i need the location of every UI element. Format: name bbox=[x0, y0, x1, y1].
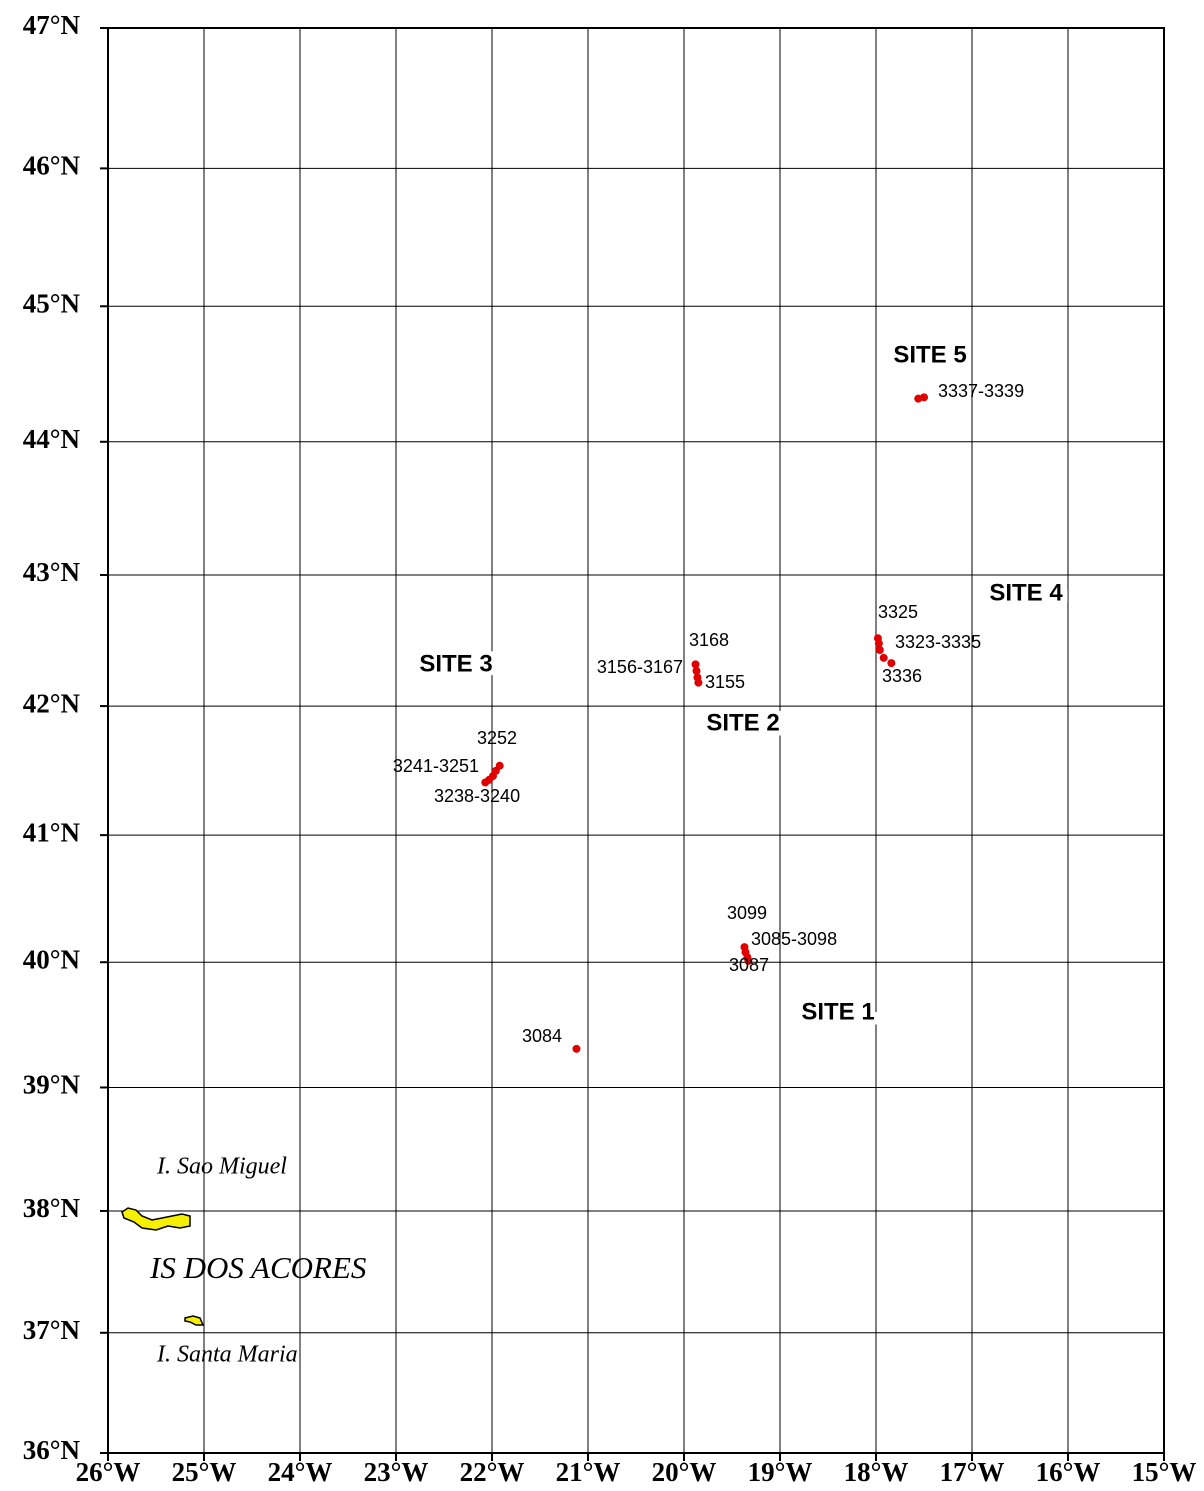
station-label: 3325 bbox=[878, 602, 918, 622]
station-label: 3238-3240 bbox=[434, 786, 520, 806]
station-point bbox=[572, 1044, 581, 1053]
station-label: 3336 bbox=[882, 666, 922, 686]
x-tick-label: 18°W bbox=[844, 1457, 909, 1487]
station-point bbox=[874, 639, 883, 648]
station-label: 3241-3251 bbox=[393, 756, 479, 776]
x-tick-label: 16°W bbox=[1036, 1457, 1101, 1487]
site-label: SITE 3 bbox=[419, 650, 492, 677]
station-label: 3337-3339 bbox=[938, 381, 1024, 401]
station-label: 3099 bbox=[727, 903, 767, 923]
y-tick-label: 37°N bbox=[23, 1315, 81, 1345]
site-label: SITE 1 bbox=[801, 998, 874, 1025]
station-label: 3084 bbox=[522, 1026, 562, 1046]
y-tick-label: 43°N bbox=[23, 557, 81, 587]
station-label: 3085-3098 bbox=[751, 929, 837, 949]
y-tick-label: 41°N bbox=[23, 817, 81, 847]
station-point bbox=[744, 956, 753, 965]
station-point bbox=[495, 761, 504, 770]
x-tick-label: 26°W bbox=[76, 1457, 141, 1487]
site-label: SITE 2 bbox=[706, 709, 779, 736]
grid bbox=[107, 27, 1165, 1454]
x-tick-label: 25°W bbox=[172, 1457, 237, 1487]
station-label: 3252 bbox=[477, 728, 517, 748]
x-tick-label: 23°W bbox=[364, 1457, 429, 1487]
station-label: 3168 bbox=[689, 630, 729, 650]
map-frame bbox=[107, 27, 1165, 1454]
island-sao-miguel bbox=[121, 1207, 191, 1231]
y-tick-label: 47°N bbox=[23, 10, 81, 40]
station-point bbox=[875, 645, 884, 654]
y-tick-label: 39°N bbox=[23, 1070, 81, 1100]
station-label: 3323-3335 bbox=[895, 632, 981, 652]
x-tick-label: 22°W bbox=[460, 1457, 525, 1487]
y-tick-label: 46°N bbox=[23, 151, 81, 181]
x-tick-label: 20°W bbox=[652, 1457, 717, 1487]
station-point bbox=[887, 659, 896, 668]
station-point bbox=[879, 653, 888, 662]
station-point bbox=[691, 660, 700, 669]
island-label: IS DOS ACORES bbox=[149, 1250, 366, 1285]
station-label: 3087 bbox=[729, 955, 769, 975]
station-point bbox=[692, 666, 701, 675]
x-tick-label: 17°W bbox=[940, 1457, 1005, 1487]
y-tick-label: 36°N bbox=[23, 1435, 81, 1465]
island-santa-maria bbox=[184, 1315, 205, 1326]
x-tick-label: 21°W bbox=[556, 1457, 621, 1487]
x-tick-label: 15°W bbox=[1132, 1457, 1197, 1487]
site-label: SITE 4 bbox=[989, 579, 1063, 606]
y-tick-label: 40°N bbox=[23, 944, 81, 974]
y-tick-label: 42°N bbox=[23, 688, 81, 718]
island-label: I. Santa Maria bbox=[156, 1342, 298, 1368]
site-label: SITE 5 bbox=[893, 341, 966, 368]
station-point bbox=[694, 678, 703, 687]
station-label: 3156-3167 bbox=[597, 657, 683, 677]
station-point bbox=[920, 393, 928, 402]
y-tick-label: 38°N bbox=[23, 1193, 81, 1223]
y-tick-label: 45°N bbox=[23, 288, 81, 318]
x-tick-label: 19°W bbox=[748, 1457, 813, 1487]
island-label: I. Sao Miguel bbox=[156, 1154, 287, 1180]
station-label: 3155 bbox=[705, 672, 745, 692]
x-tick-label: 24°W bbox=[268, 1457, 333, 1487]
y-tick-label: 44°N bbox=[23, 424, 81, 454]
